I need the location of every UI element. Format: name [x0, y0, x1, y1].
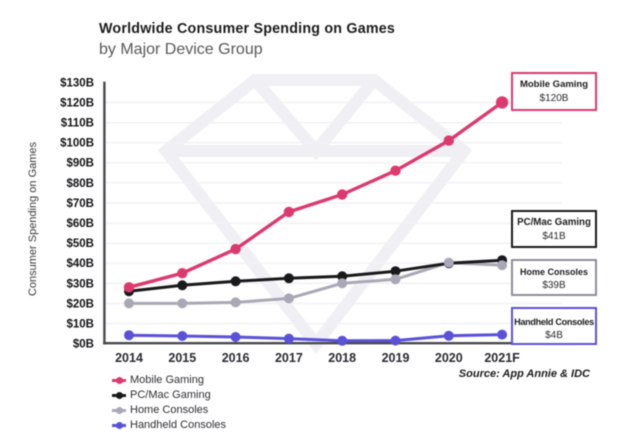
svg-text:$100B: $100B [60, 138, 94, 150]
svg-text:$70B: $70B [67, 198, 95, 210]
svg-text:2019: 2019 [382, 351, 410, 365]
svg-text:$40B: $40B [67, 258, 95, 270]
svg-text:$60B: $60B [67, 218, 95, 230]
svg-text:$80B: $80B [67, 178, 95, 190]
svg-text:$20B: $20B [67, 298, 95, 310]
svg-text:$50B: $50B [67, 238, 95, 250]
svg-text:2020: 2020 [435, 351, 463, 365]
svg-text:2014: 2014 [115, 351, 143, 365]
svg-text:$90B: $90B [67, 158, 95, 170]
svg-text:2015: 2015 [168, 351, 196, 365]
svg-text:2018: 2018 [328, 351, 356, 365]
svg-text:2021F: 2021F [484, 351, 520, 365]
svg-text:$120B: $120B [60, 97, 94, 109]
svg-text:$10B: $10B [67, 319, 95, 331]
svg-text:$110B: $110B [61, 118, 94, 130]
svg-text:$130B: $130B [60, 77, 94, 89]
svg-text:2017: 2017 [275, 351, 303, 365]
svg-text:2016: 2016 [222, 351, 250, 365]
svg-text:$30B: $30B [67, 278, 95, 290]
svg-text:$0B: $0B [73, 339, 94, 351]
